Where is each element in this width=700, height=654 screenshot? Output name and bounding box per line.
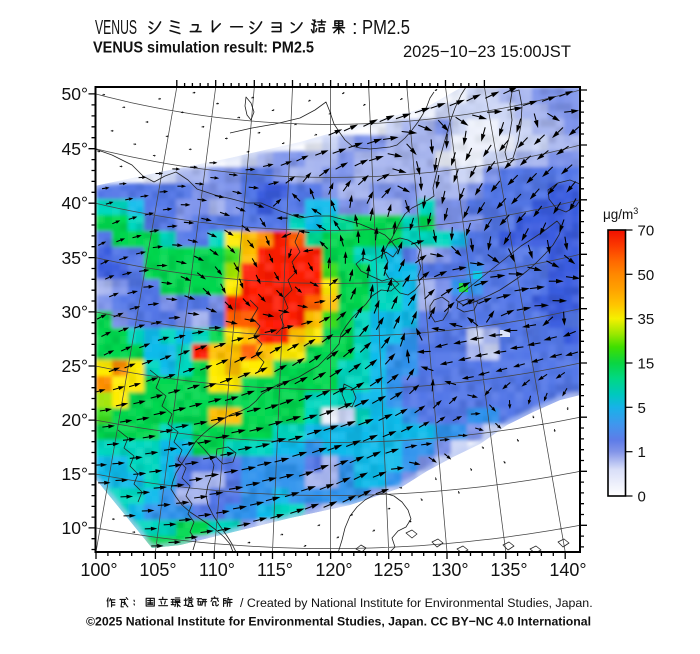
svg-text:20°: 20° [62,410,88,430]
svg-text:15: 15 [638,356,655,373]
svg-text:50°: 50° [62,84,88,104]
svg-text:PM2.5: PM2.5 [362,17,410,39]
svg-text:140°: 140° [549,560,586,580]
svg-text:50: 50 [638,267,655,284]
svg-text:45°: 45° [62,139,88,159]
svg-text:0: 0 [638,489,646,506]
svg-text:©2025 National Institute for E: ©2025 National Institute for Environment… [86,615,591,629]
svg-text:30°: 30° [62,302,88,322]
svg-text:2025−10−23 15:00JST: 2025−10−23 15:00JST [403,43,571,61]
svg-text:105°: 105° [139,560,176,580]
svg-text:15°: 15° [62,464,88,484]
svg-text:5: 5 [638,400,646,417]
svg-text:125°: 125° [373,560,410,580]
svg-text:10°: 10° [62,518,88,538]
svg-text:70: 70 [638,223,655,240]
svg-text:100°: 100° [80,560,117,580]
svg-text:35°: 35° [62,248,88,268]
svg-text:135°: 135° [490,560,527,580]
svg-text:120°: 120° [315,560,352,580]
svg-text:40°: 40° [62,193,88,213]
svg-text:115°: 115° [257,560,293,580]
svg-text:35: 35 [638,311,655,328]
svg-text:VENUS: VENUS [95,17,137,39]
svg-text:110°: 110° [199,560,235,580]
svg-text:25°: 25° [62,356,88,376]
svg-text:1: 1 [638,444,646,461]
svg-text::: : [352,17,358,39]
svg-text:μg/m3: μg/m3 [603,206,638,222]
svg-text:130°: 130° [431,560,468,580]
svg-text:/ Created by National Institut: / Created by National Institute for Envi… [240,596,593,610]
svg-text:VENUS simulation result: PM2.5: VENUS simulation result: PM2.5 [93,40,314,57]
